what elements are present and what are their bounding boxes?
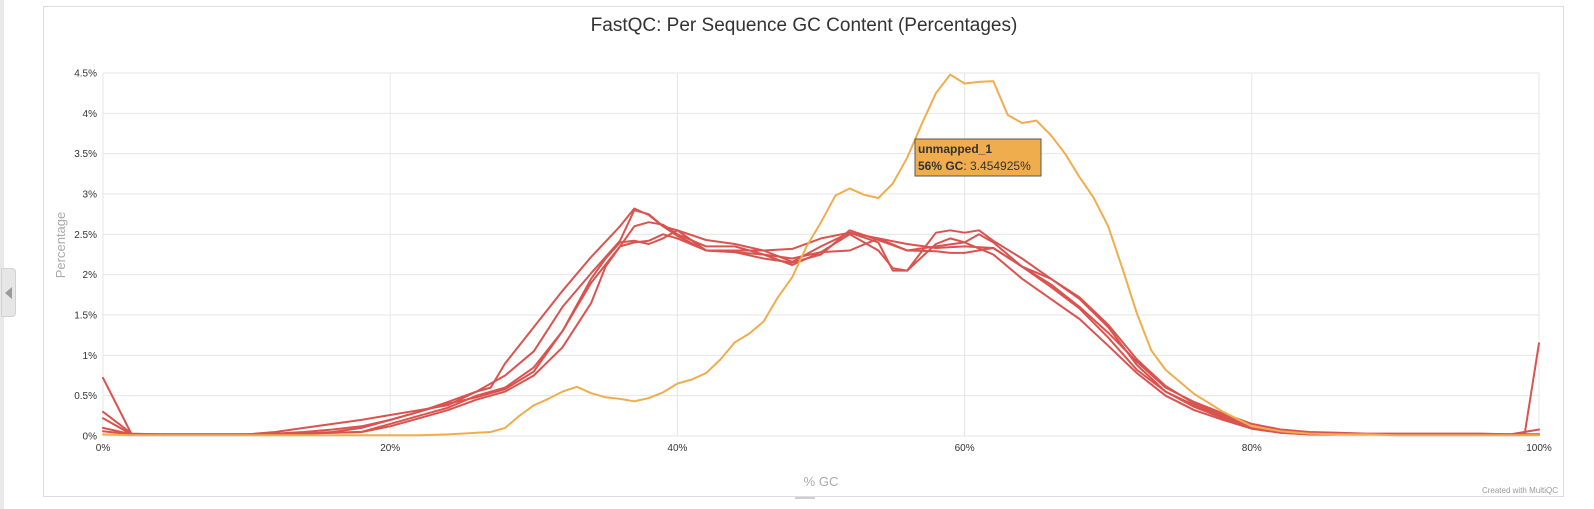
x-tick-label: 0% (96, 443, 111, 454)
y-tick-label: 1.5% (74, 311, 97, 322)
y-axis-label: Percentage (53, 212, 68, 279)
tooltip-sep: : (963, 159, 970, 173)
y-tick-label: 2% (83, 270, 98, 281)
series-line-unmapped_1[interactable] (102, 73, 1540, 437)
y-tick-label: 0.5% (74, 391, 97, 402)
x-tick-label: 20% (380, 443, 400, 454)
series-line-3[interactable] (102, 229, 1540, 436)
x-axis-ticks: 0% 20% 40% 60% 80% 100% (96, 443, 1552, 454)
plot-frame (43, 6, 1564, 497)
y-tick-label: 1% (83, 351, 98, 362)
y-axis-ticks: 0% 0.5% 1% 1.5% 2% 2.5% 3% 3.5% 4% 4.5% (74, 69, 97, 443)
y-tick-label: 3.5% (74, 149, 97, 160)
tooltip-x: 56% GC (918, 159, 964, 173)
y-tick-label: 4% (83, 109, 98, 120)
chart-credits[interactable]: Created with MultiQC (1482, 486, 1558, 495)
x-tick-label: 80% (1242, 443, 1262, 454)
y-tick-label: 3% (83, 190, 98, 201)
tooltip-series: unmapped_1 (918, 142, 992, 156)
x-tick-label: 40% (667, 443, 687, 454)
y-tick-label: 2.5% (74, 230, 97, 241)
sidebar-toggle-button[interactable] (1, 268, 16, 317)
series-line-2[interactable] (102, 207, 1540, 436)
y-tick-label: 0% (83, 432, 98, 443)
series-line-5[interactable] (102, 221, 1540, 436)
x-tick-label: 100% (1526, 443, 1552, 454)
series-line-4[interactable] (102, 229, 1540, 436)
x-axis-label: % GC (804, 474, 839, 489)
tooltip-y: 3.454925% (970, 159, 1031, 173)
tooltip: unmapped_1 56% GC: 3.454925% (914, 138, 1042, 177)
series-group (102, 73, 1540, 437)
chevron-left-icon (5, 287, 12, 299)
resize-handle[interactable] (795, 497, 815, 499)
tooltip-box (914, 138, 1042, 177)
tooltip-value-line: 56% GC: 3.454925% (918, 159, 1031, 173)
page-left-gutter (0, 0, 4, 509)
series-line-1[interactable] (102, 209, 1540, 436)
chart-title: FastQC: Per Sequence GC Content (Percent… (591, 15, 1018, 36)
x-tick-label: 60% (955, 443, 975, 454)
y-tick-label: 4.5% (74, 69, 97, 80)
